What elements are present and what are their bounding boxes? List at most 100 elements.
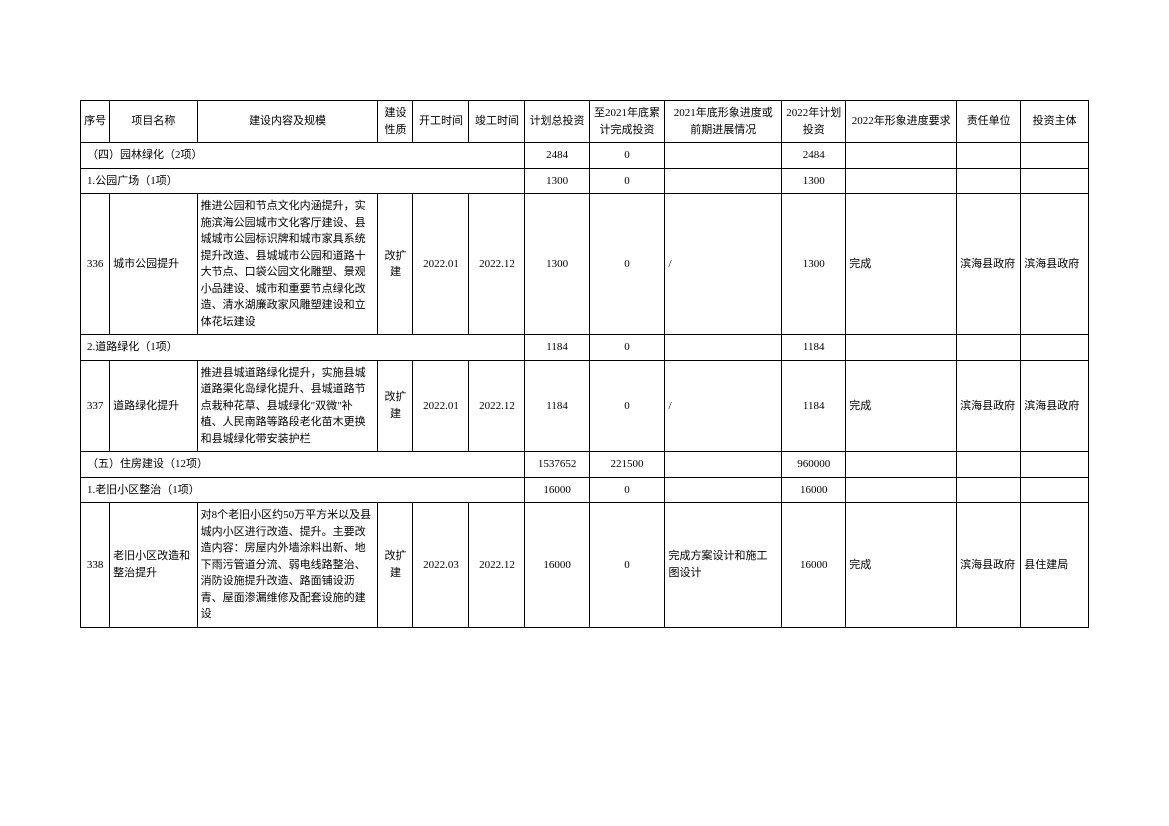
cell-end: 2022.12 bbox=[469, 503, 525, 628]
table-row: 337道路绿化提升推进县城道路绿化提升，实施县城道路渠化岛绿化提升、县城道路节点… bbox=[81, 360, 1089, 452]
cell-investor bbox=[1021, 335, 1089, 361]
header-seq: 序号 bbox=[81, 101, 110, 143]
cell-plan_inv: 16000 bbox=[525, 503, 589, 628]
cell-cum_2021: 0 bbox=[589, 335, 665, 361]
cell-cum_2021: 0 bbox=[589, 143, 665, 169]
cell-seq: 337 bbox=[81, 360, 110, 452]
cell-plan_inv: 1184 bbox=[525, 360, 589, 452]
cell-plan_2022: 16000 bbox=[782, 477, 846, 503]
cell-investor bbox=[1021, 143, 1089, 169]
cell-resp: 滨海县政府 bbox=[957, 194, 1021, 335]
table-row: 336城市公园提升推进公园和节点文化内涵提升，实施滨海公园城市文化客厅建设、县城… bbox=[81, 194, 1089, 335]
header-nature: 建设性质 bbox=[378, 101, 413, 143]
cell-prog_2021: / bbox=[665, 194, 782, 335]
header-name: 项目名称 bbox=[110, 101, 198, 143]
cell-resp bbox=[957, 143, 1021, 169]
header-content: 建设内容及规模 bbox=[197, 101, 378, 143]
cell-cum_2021: 0 bbox=[589, 477, 665, 503]
cell-prog_2021 bbox=[665, 335, 782, 361]
header-cum-2021: 至2021年底累计完成投资 bbox=[589, 101, 665, 143]
cell-investor bbox=[1021, 168, 1089, 194]
cell-end: 2022.12 bbox=[469, 360, 525, 452]
header-req-2022: 2022年形象进度要求 bbox=[846, 101, 957, 143]
cell-resp: 滨海县政府 bbox=[957, 360, 1021, 452]
cell-content: 推进公园和节点文化内涵提升，实施滨海公园城市文化客厅建设、县城城市公园标识牌和城… bbox=[197, 194, 378, 335]
header-investor: 投资主体 bbox=[1021, 101, 1089, 143]
cell-cum_2021: 221500 bbox=[589, 452, 665, 478]
cell-plan_inv: 2484 bbox=[525, 143, 589, 169]
cell-plan_2022: 1300 bbox=[782, 194, 846, 335]
section-label: 1.公园广场（1项） bbox=[81, 168, 525, 194]
cell-req_2022 bbox=[846, 335, 957, 361]
cell-plan_inv: 16000 bbox=[525, 477, 589, 503]
cell-resp: 滨海县政府 bbox=[957, 503, 1021, 628]
cell-req_2022 bbox=[846, 477, 957, 503]
cell-resp bbox=[957, 477, 1021, 503]
section-label: （五）住房建设（12项） bbox=[81, 452, 525, 478]
cell-prog_2021: / bbox=[665, 360, 782, 452]
cell-investor: 滨海县政府 bbox=[1021, 360, 1089, 452]
cell-prog_2021 bbox=[665, 452, 782, 478]
cell-plan_inv: 1184 bbox=[525, 335, 589, 361]
header-start: 开工时间 bbox=[413, 101, 469, 143]
cell-cum_2021: 0 bbox=[589, 168, 665, 194]
cell-req_2022: 完成 bbox=[846, 194, 957, 335]
cell-req_2022 bbox=[846, 143, 957, 169]
cell-start: 2022.01 bbox=[413, 194, 469, 335]
cell-resp bbox=[957, 168, 1021, 194]
cell-plan_2022: 16000 bbox=[782, 503, 846, 628]
cell-nature: 改扩建 bbox=[378, 360, 413, 452]
project-table: 序号 项目名称 建设内容及规模 建设性质 开工时间 竣工时间 计划总投资 至20… bbox=[80, 100, 1089, 628]
section-label: （四）园林绿化（2项） bbox=[81, 143, 525, 169]
cell-name: 道路绿化提升 bbox=[110, 360, 198, 452]
cell-req_2022 bbox=[846, 452, 957, 478]
cell-req_2022: 完成 bbox=[846, 360, 957, 452]
header-prog-2021: 2021年底形象进度或前期进展情况 bbox=[665, 101, 782, 143]
cell-prog_2021 bbox=[665, 168, 782, 194]
cell-investor bbox=[1021, 452, 1089, 478]
cell-end: 2022.12 bbox=[469, 194, 525, 335]
cell-investor bbox=[1021, 477, 1089, 503]
table-row: 1.公园广场（1项）130001300 bbox=[81, 168, 1089, 194]
cell-nature: 改扩建 bbox=[378, 194, 413, 335]
header-plan-inv: 计划总投资 bbox=[525, 101, 589, 143]
cell-seq: 338 bbox=[81, 503, 110, 628]
cell-content: 对8个老旧小区约50万平方米以及县城内小区进行改造、提升。主要改造内容：房屋内外… bbox=[197, 503, 378, 628]
cell-plan_inv: 1300 bbox=[525, 194, 589, 335]
cell-prog_2021 bbox=[665, 477, 782, 503]
table-row: （四）园林绿化（2项）248402484 bbox=[81, 143, 1089, 169]
section-label: 1.老旧小区整治（1项） bbox=[81, 477, 525, 503]
header-end: 竣工时间 bbox=[469, 101, 525, 143]
cell-prog_2021: 完成方案设计和施工图设计 bbox=[665, 503, 782, 628]
table-row: （五）住房建设（12项）1537652221500 960000 bbox=[81, 452, 1089, 478]
cell-resp bbox=[957, 335, 1021, 361]
cell-name: 城市公园提升 bbox=[110, 194, 198, 335]
cell-investor: 县住建局 bbox=[1021, 503, 1089, 628]
cell-req_2022: 完成 bbox=[846, 503, 957, 628]
table-body: （四）园林绿化（2项）2484024841.公园广场（1项）1300013003… bbox=[81, 143, 1089, 628]
cell-plan_inv: 1537652 bbox=[525, 452, 589, 478]
cell-start: 2022.01 bbox=[413, 360, 469, 452]
cell-plan_2022: 2484 bbox=[782, 143, 846, 169]
section-label: 2.道路绿化（1项） bbox=[81, 335, 525, 361]
cell-plan_2022: 1184 bbox=[782, 335, 846, 361]
header-resp: 责任单位 bbox=[957, 101, 1021, 143]
cell-plan_2022: 1300 bbox=[782, 168, 846, 194]
cell-req_2022 bbox=[846, 168, 957, 194]
table-row: 338老旧小区改造和整治提升对8个老旧小区约50万平方米以及县城内小区进行改造、… bbox=[81, 503, 1089, 628]
cell-plan_2022: 960000 bbox=[782, 452, 846, 478]
cell-cum_2021: 0 bbox=[589, 194, 665, 335]
table-header: 序号 项目名称 建设内容及规模 建设性质 开工时间 竣工时间 计划总投资 至20… bbox=[81, 101, 1089, 143]
cell-cum_2021: 0 bbox=[589, 503, 665, 628]
table-row: 1.老旧小区整治（1项）16000016000 bbox=[81, 477, 1089, 503]
cell-name: 老旧小区改造和整治提升 bbox=[110, 503, 198, 628]
cell-content: 推进县城道路绿化提升，实施县城道路渠化岛绿化提升、县城道路节点栽种花草、县城绿化… bbox=[197, 360, 378, 452]
cell-plan_inv: 1300 bbox=[525, 168, 589, 194]
cell-seq: 336 bbox=[81, 194, 110, 335]
table-row: 2.道路绿化（1项）118401184 bbox=[81, 335, 1089, 361]
cell-prog_2021 bbox=[665, 143, 782, 169]
header-plan-2022: 2022年计划投资 bbox=[782, 101, 846, 143]
cell-nature: 改扩建 bbox=[378, 503, 413, 628]
cell-start: 2022.03 bbox=[413, 503, 469, 628]
cell-plan_2022: 1184 bbox=[782, 360, 846, 452]
